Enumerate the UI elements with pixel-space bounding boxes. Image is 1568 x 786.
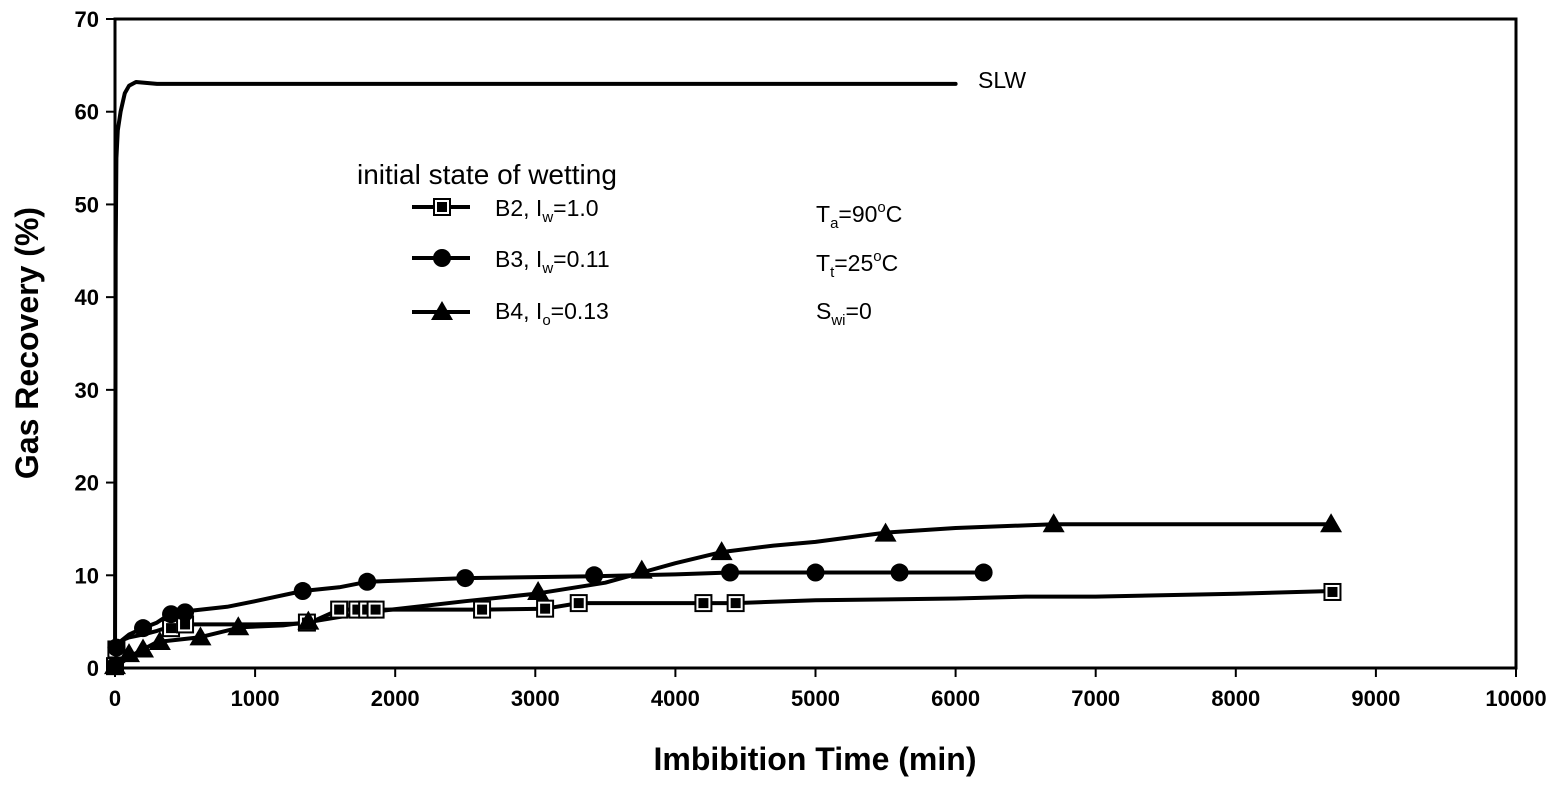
y-tick-label: 40 <box>75 285 99 310</box>
data-point-b3 <box>721 563 740 582</box>
x-tick-label: 9000 <box>1351 686 1400 711</box>
x-tick-label: 0 <box>109 686 121 711</box>
x-tick-label: 10000 <box>1485 686 1546 711</box>
x-tick-label: 2000 <box>371 686 420 711</box>
y-tick-label: 70 <box>75 7 99 32</box>
x-tick-label: 1000 <box>231 686 280 711</box>
legend-entry-b4: B4, Io=0.13 <box>495 298 609 329</box>
legend-entry-b2: B2, Iw=1.0 <box>495 195 599 226</box>
data-point-b4 <box>132 638 155 658</box>
annotation-tt: Tt=25oC <box>816 248 898 281</box>
series-line-b3 <box>113 570 986 670</box>
legend-marker-square-inner <box>437 202 447 212</box>
data-point-b2-inner <box>730 598 741 609</box>
data-point-b4 <box>148 631 171 651</box>
x-tick-label: 4000 <box>651 686 700 711</box>
y-tick-label: 0 <box>87 656 99 681</box>
x-axis: 0 1000 2000 3000 4000 5000 6000 7000 8000 9000 100… <box>109 668 1547 711</box>
legend-title: initial state of wetting <box>357 159 617 190</box>
data-point-b3 <box>456 569 475 588</box>
data-point-b4 <box>874 522 897 542</box>
y-tick-label: 30 <box>75 378 99 403</box>
x-tick-label: 6000 <box>931 686 980 711</box>
series-line-slw <box>113 80 958 670</box>
y-axis: 0 10 20 30 40 50 60 70 <box>75 7 115 681</box>
data-point-b2-inner <box>540 603 551 614</box>
data-point-b4 <box>189 626 212 646</box>
data-point-b2-inner <box>1327 586 1338 597</box>
slw-label: SLW <box>978 67 1026 93</box>
data-point-b2-inner <box>370 604 381 615</box>
data-point-b3 <box>293 582 312 601</box>
data-point-b2-inner <box>334 604 345 615</box>
x-axis-title: Imbibition Time (min) <box>654 741 977 777</box>
y-tick-label: 60 <box>75 100 99 125</box>
data-point-b3 <box>974 563 993 582</box>
data-point-b3 <box>806 563 825 582</box>
y-tick-label: 50 <box>75 192 99 217</box>
y-tick-label: 10 <box>75 563 99 588</box>
data-point-b4 <box>710 541 733 561</box>
x-tick-label: 5000 <box>791 686 840 711</box>
data-point-b2-inner <box>698 598 709 609</box>
data-point-b2-inner <box>352 604 363 615</box>
series-markers <box>104 513 1343 676</box>
legend: initial state of wetting B2, Iw=1.0 B3, … <box>357 159 617 329</box>
data-point-b4 <box>630 559 653 579</box>
data-point-b3 <box>134 619 153 638</box>
legend-marker-triangle <box>431 301 453 320</box>
data-point-b3 <box>162 605 181 624</box>
y-tick-label: 20 <box>75 471 99 496</box>
data-point-b3 <box>358 572 377 591</box>
data-point-b4 <box>1042 513 1065 533</box>
data-point-b2-inner <box>477 604 488 615</box>
series-line-b4 <box>113 522 1334 670</box>
data-point-b4 <box>297 610 320 630</box>
annotation-ta: Ta=90oC <box>816 199 902 232</box>
data-point-b4 <box>527 580 550 600</box>
series-lines <box>113 80 1335 670</box>
data-point-b3 <box>107 638 126 657</box>
data-point-b4 <box>1320 513 1343 533</box>
data-point-b2-inner <box>573 598 584 609</box>
data-point-b3 <box>585 566 604 585</box>
legend-entry-b3: B3, Iw=0.11 <box>495 246 610 277</box>
legend-marker-circle <box>433 249 451 267</box>
annotation-swi: Swi=0 <box>816 298 872 329</box>
y-axis-title: Gas Recovery (%) <box>9 207 45 479</box>
data-point-b3 <box>890 563 909 582</box>
x-tick-label: 7000 <box>1071 686 1120 711</box>
x-tick-label: 3000 <box>511 686 560 711</box>
data-point-b2-inner <box>166 623 177 634</box>
data-point-b3 <box>176 603 195 622</box>
x-tick-label: 8000 <box>1211 686 1260 711</box>
data-point-b4 <box>227 616 250 636</box>
data-point-b2-inner <box>180 619 191 630</box>
data-point-b4 <box>104 655 126 675</box>
